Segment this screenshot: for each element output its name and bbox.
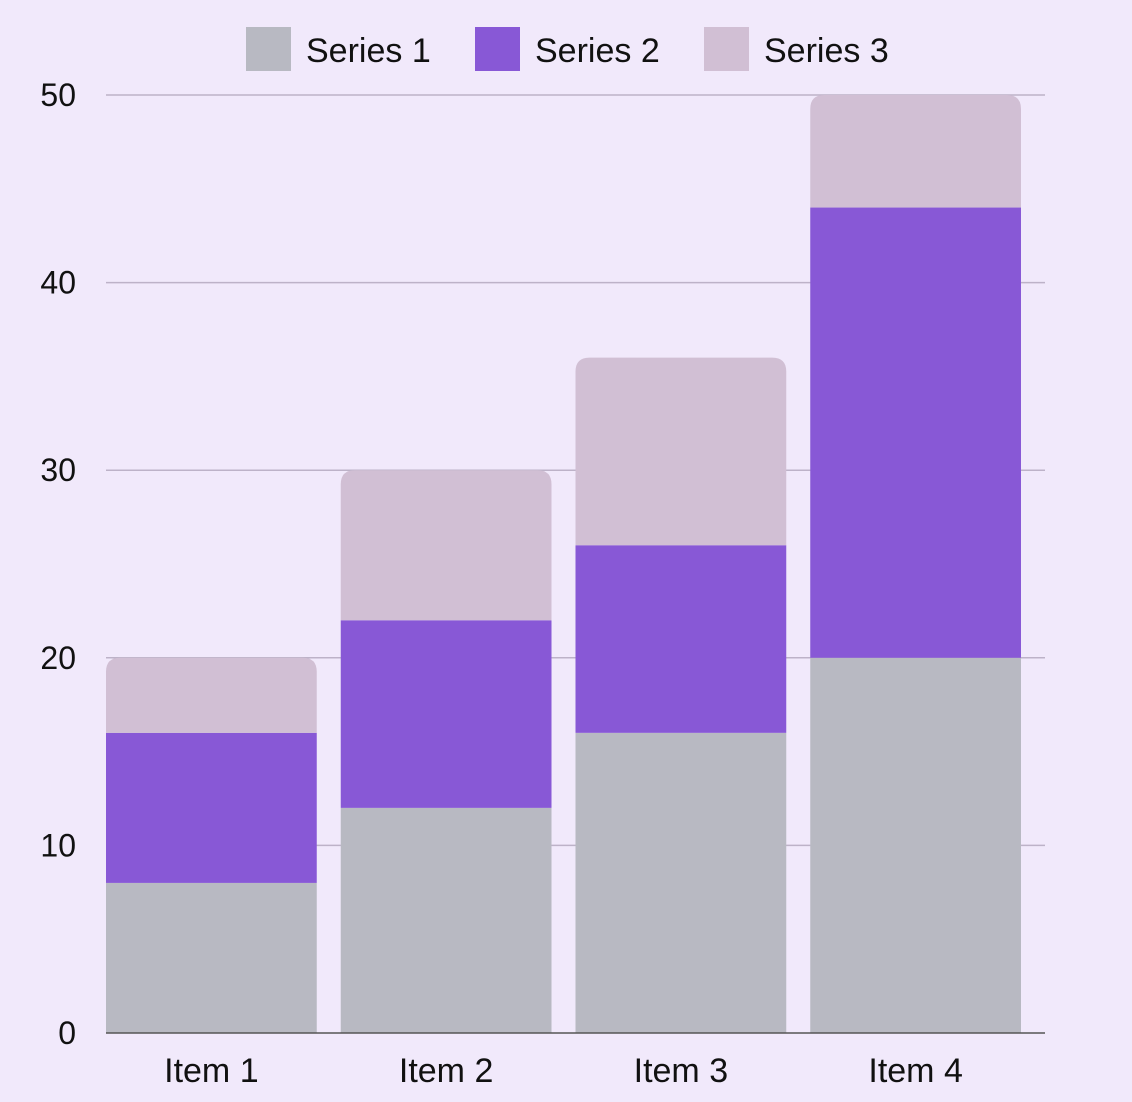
x-tick-label: Item 3 [634,1052,728,1090]
y-tick-label: 50 [40,77,76,113]
bar-2-3 [575,545,787,733]
x-tick-label: Item 2 [399,1052,493,1090]
legend-swatch [704,27,749,71]
bars [106,95,1021,1033]
y-tick-label: 30 [40,452,76,488]
bar-3-4 [810,95,1021,208]
bar-2-4 [810,207,1021,658]
legend-swatch [246,27,291,71]
bar-3-1 [106,657,317,733]
bar-2-2 [340,620,552,808]
x-tick-label: Item 4 [868,1052,962,1090]
y-tick-label: 20 [40,640,76,676]
y-tick-label: 10 [40,827,76,863]
x-tick-label: Item 1 [164,1052,258,1090]
legend: Series 1 Series 2 Series 3 [246,27,889,71]
y-axis-ticks: 0 10 20 30 40 50 [40,77,76,1051]
legend-label: Series 3 [764,32,889,70]
bar-1-3 [575,732,787,1033]
x-axis: Item 1 Item 2 Item 3 Item 4 [106,1032,1045,1090]
bar-2-1 [106,732,317,883]
bar-1-2 [340,807,552,1033]
y-tick-label: 0 [58,1015,76,1051]
bar-1-1 [106,882,317,1033]
bar-3-2 [340,470,552,621]
bar-1-4 [810,657,1021,1033]
bar-3-3 [575,357,787,546]
legend-label: Series 1 [306,32,431,70]
y-tick-label: 40 [40,265,76,301]
legend-label: Series 2 [535,32,660,70]
legend-swatch [475,27,520,71]
